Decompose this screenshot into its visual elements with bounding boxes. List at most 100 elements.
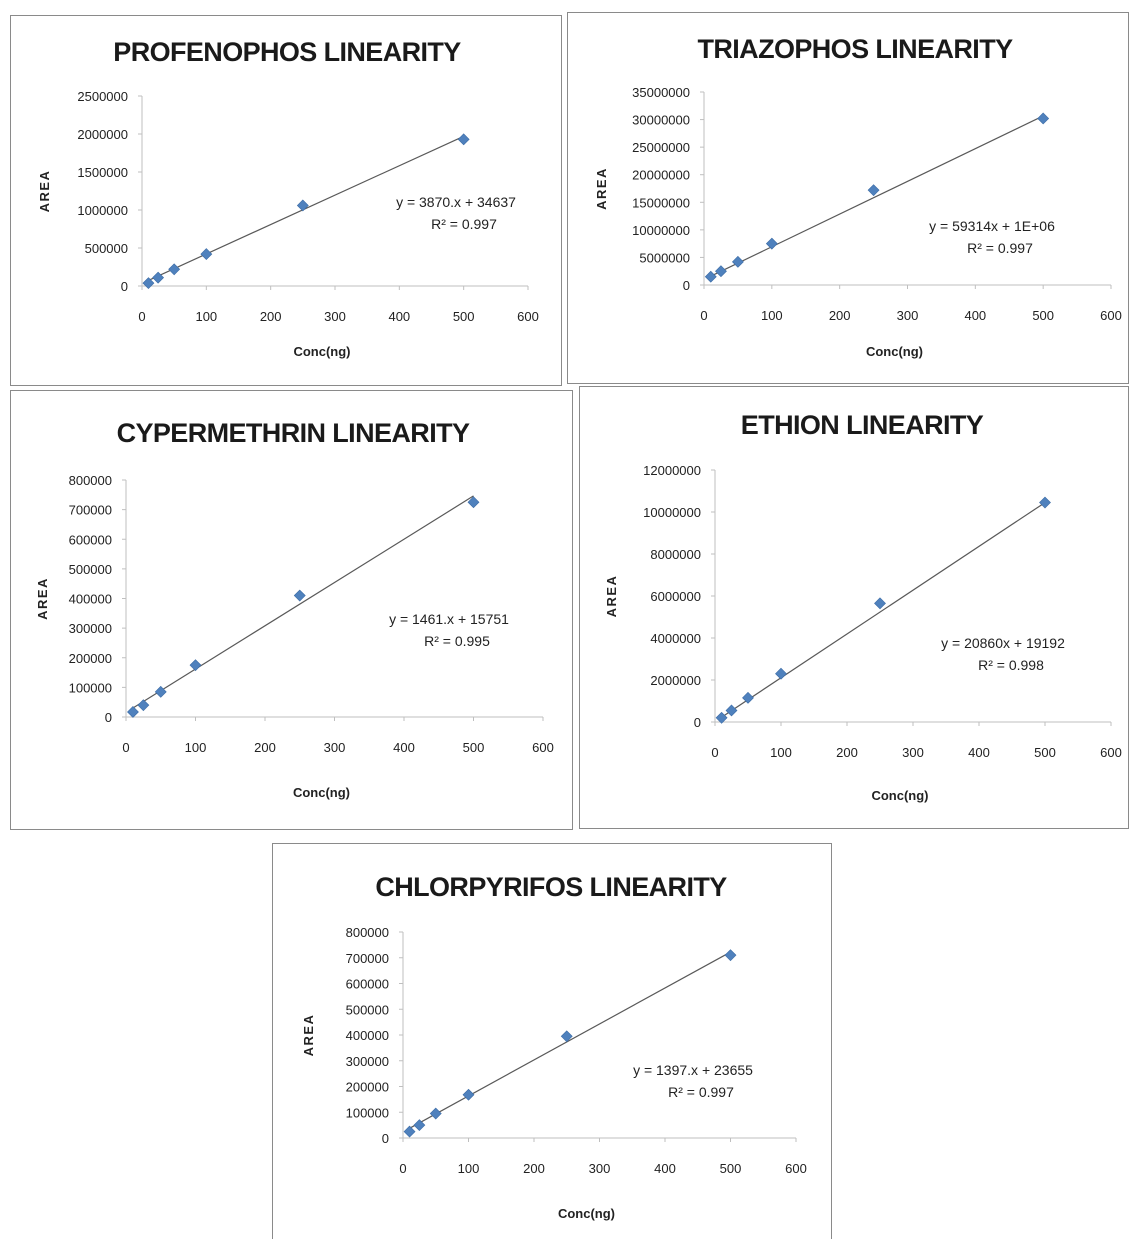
chart-title: TRIAZOPHOS LINEARITY	[697, 34, 1013, 64]
x-tick-label: 600	[1100, 308, 1122, 323]
y-tick-label: 800000	[69, 473, 112, 488]
x-axis-label: Conc(ng)	[293, 344, 350, 359]
data-point	[1039, 496, 1051, 509]
data-point	[731, 255, 744, 268]
y-tick-label: 6000000	[650, 589, 701, 604]
chart-title: ETHION LINEARITY	[741, 410, 984, 440]
x-axis-label: Conc(ng)	[871, 788, 928, 803]
trendline	[409, 951, 731, 1129]
data-point	[152, 271, 165, 284]
chart-panel-ethion: ETHION LINEARITY 0 2000000 4000000 6000000 80…	[579, 386, 1129, 829]
x-tick-label: 200	[836, 745, 858, 760]
data-point	[168, 263, 181, 276]
y-tick-label: 12000000	[643, 463, 701, 478]
x-tick-label: 200	[260, 309, 282, 324]
r-squared-label: R² = 0.997	[668, 1084, 734, 1100]
y-axis-label: AREA	[594, 167, 609, 210]
y-tick-label: 0	[121, 279, 128, 294]
x-tick-label: 0	[711, 745, 718, 760]
data-point	[127, 706, 139, 718]
x-tick-label: 500	[720, 1161, 742, 1176]
data-point	[874, 597, 886, 610]
y-tick-label: 35000000	[632, 85, 690, 100]
x-tick-label: 0	[399, 1161, 406, 1176]
data-point	[154, 685, 167, 698]
x-tick-label: 300	[324, 309, 346, 324]
y-tick-label: 200000	[69, 651, 112, 666]
data-point	[189, 659, 202, 672]
y-tick-label: 10000000	[632, 223, 690, 238]
y-tick-label: 10000000	[643, 505, 701, 520]
y-axis-label: AREA	[37, 170, 52, 213]
y-tick-label: 5000000	[639, 250, 690, 265]
chart-cypermethrin: CYPERMETHRIN LINEARITY 0 100000 200000 30000…	[35, 418, 554, 800]
x-tick-label: 600	[1100, 745, 1122, 760]
y-tick-label: 4000000	[650, 631, 701, 646]
y-axis-label: AREA	[301, 1014, 316, 1057]
x-tick-label: 300	[902, 745, 924, 760]
y-tick-label: 1000000	[77, 203, 128, 218]
data-point	[137, 699, 150, 712]
x-tick-label: 400	[388, 309, 410, 324]
x-tick-label: 300	[324, 740, 346, 755]
r-squared-label: R² = 0.998	[978, 657, 1044, 673]
x-tick-label: 500	[463, 740, 485, 755]
chart-panel-cypermethrin: CYPERMETHRIN LINEARITY 0 100000 200000 30000…	[10, 390, 573, 830]
chart-triazophos: TRIAZOPHOS LINEARITY 0 5000000 10000000 1500…	[594, 34, 1122, 359]
x-tick-label: 400	[654, 1161, 676, 1176]
data-point	[724, 949, 737, 962]
x-tick-label: 100	[185, 740, 207, 755]
y-tick-label: 500000	[85, 241, 128, 256]
trendline	[710, 115, 1044, 277]
data-point	[142, 277, 155, 290]
data-point	[1037, 112, 1050, 125]
x-axis-label: Conc(ng)	[866, 344, 923, 359]
x-tick-label: 100	[195, 309, 217, 324]
y-tick-label: 100000	[69, 680, 112, 695]
y-tick-label: 30000000	[632, 113, 690, 128]
y-tick-label: 600000	[69, 532, 112, 547]
x-tick-label: 600	[785, 1161, 807, 1176]
y-tick-label: 8000000	[650, 547, 701, 562]
y-tick-label: 500000	[69, 562, 112, 577]
chart-panel-triazophos: TRIAZOPHOS LINEARITY 0 5000000 10000000 1500…	[567, 12, 1129, 384]
chart-title: CYPERMETHRIN LINEARITY	[117, 418, 470, 448]
x-tick-label: 400	[393, 740, 415, 755]
x-tick-label: 100	[761, 308, 783, 323]
data-point	[457, 133, 470, 146]
y-tick-label: 2500000	[77, 89, 128, 104]
trendline-equation: y = 59314x + 1E+06	[929, 218, 1055, 234]
trendline-equation: y = 3870.x + 34637	[396, 194, 516, 210]
x-tick-label: 100	[770, 745, 792, 760]
x-tick-label: 0	[122, 740, 129, 755]
chart-title: PROFENOPHOS LINEARITY	[113, 37, 461, 67]
data-point	[742, 691, 754, 704]
data-point	[429, 1107, 442, 1120]
x-tick-label: 400	[964, 308, 986, 323]
y-tick-label: 400000	[346, 1028, 389, 1043]
y-tick-label: 0	[382, 1131, 389, 1146]
trendline	[721, 502, 1046, 718]
trendline-equation: y = 1397.x + 23655	[633, 1062, 753, 1078]
x-tick-label: 200	[829, 308, 851, 323]
chart-profenophos: PROFENOPHOS LINEARITY 0 500000 1000000 15000…	[37, 37, 539, 359]
data-point	[704, 270, 717, 283]
data-point	[403, 1125, 416, 1138]
x-tick-label: 600	[517, 309, 539, 324]
data-point	[293, 589, 306, 602]
r-squared-label: R² = 0.997	[431, 216, 497, 232]
y-tick-label: 600000	[346, 977, 389, 992]
data-point	[413, 1119, 426, 1132]
x-tick-label: 0	[700, 308, 707, 323]
data-point	[715, 265, 727, 278]
y-tick-label: 0	[105, 710, 112, 725]
y-tick-label: 0	[683, 278, 690, 293]
x-tick-label: 300	[897, 308, 919, 323]
y-tick-label: 0	[694, 715, 701, 730]
x-tick-label: 200	[254, 740, 276, 755]
r-squared-label: R² = 0.995	[424, 633, 490, 649]
data-point	[462, 1088, 475, 1101]
data-point	[775, 667, 787, 680]
y-tick-label: 200000	[346, 1080, 389, 1095]
chart-chlorpyrifos: CHLORPYRIFOS LINEARITY 0 100000 200000 30000…	[301, 872, 807, 1221]
